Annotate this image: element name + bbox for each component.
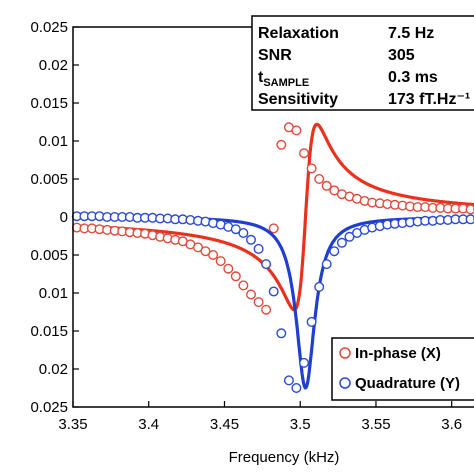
- info-box: Relaxation 7.5 Hz SNR 305 tSAMPLE 0.3 ms…: [251, 15, 474, 111]
- info-label-t: t: [258, 69, 264, 86]
- x-tick-label: 3.45: [210, 416, 239, 433]
- legend-label-quadrature: Quadrature (Y): [355, 375, 460, 392]
- data-point-quadrature: [283, 375, 294, 386]
- x-tick-label: 3.5: [290, 416, 311, 433]
- data-point-in-phase: [245, 289, 256, 300]
- data-point-in-phase: [208, 249, 219, 260]
- data-point-in-phase: [465, 204, 474, 215]
- legend: In-phase (X) Quadrature (Y): [331, 337, 474, 401]
- info-value-sensitivity: 173 fT.Hz⁻¹: [388, 91, 470, 108]
- data-point-in-phase: [276, 139, 287, 150]
- info-label-snr: SNR: [258, 47, 292, 64]
- x-tick-label: 3.4: [138, 416, 159, 433]
- y-tick-label: 0.025: [30, 399, 68, 416]
- data-point-in-phase: [230, 271, 241, 282]
- data-point-quadrature: [245, 234, 256, 245]
- legend-label-in-phase: In-phase (X): [355, 345, 441, 362]
- legend-marker-in-phase: [339, 347, 351, 359]
- y-tick-label: 0.01: [39, 133, 68, 150]
- data-point-in-phase: [261, 304, 272, 315]
- y-tick-label: 0.025: [30, 19, 68, 36]
- x-tick-label: 3.55: [361, 416, 390, 433]
- y-tick-label: 0.005: [30, 247, 68, 264]
- x-tick-label: 3.35: [58, 416, 87, 433]
- series-layer: [71, 122, 474, 394]
- legend-marker-quadrature: [339, 377, 351, 389]
- data-point-in-phase: [238, 280, 249, 291]
- data-point-in-phase: [223, 263, 234, 274]
- info-label-relaxation: Relaxation: [258, 25, 339, 42]
- y-tick-label: 0.02: [39, 57, 68, 74]
- data-point-in-phase: [329, 185, 340, 196]
- axis-ticks: 3.35 3.4 3.45 3.5 3.55 3.6 0.025 0.02 0.015 0.01 0…: [30, 19, 462, 433]
- data-point-in-phase: [306, 163, 317, 174]
- info-box-frame: [251, 15, 474, 111]
- y-tick-label: 0.01: [39, 285, 68, 302]
- data-point-quadrature: [276, 328, 287, 339]
- data-point-in-phase: [268, 223, 279, 234]
- data-point-quadrature: [321, 259, 332, 270]
- data-point-quadrature: [465, 214, 474, 225]
- info-value-tsample: 0.3 ms: [388, 69, 438, 86]
- data-point-quadrature: [230, 224, 241, 235]
- info-label-sample-subscript: SAMPLE: [263, 77, 309, 89]
- data-point-in-phase: [215, 256, 226, 267]
- y-tick-label: 0: [60, 209, 68, 226]
- data-point-in-phase: [253, 297, 264, 308]
- data-point-quadrature: [306, 316, 317, 327]
- info-value-snr: 305: [388, 47, 415, 64]
- data-point-quadrature: [336, 237, 347, 248]
- data-point-quadrature: [238, 227, 249, 238]
- x-axis-title: Frequency (kHz): [229, 449, 340, 466]
- y-tick-label: 0.015: [30, 323, 68, 340]
- data-point-in-phase: [291, 125, 302, 136]
- data-point-quadrature: [314, 281, 325, 292]
- y-tick-label: 0.005: [30, 171, 68, 188]
- info-value-relaxation: 7.5 Hz: [388, 25, 434, 42]
- data-point-quadrature: [268, 286, 279, 297]
- legend-frame: [331, 337, 474, 401]
- data-point-in-phase: [321, 180, 332, 191]
- data-point-quadrature: [329, 246, 340, 257]
- data-point-in-phase: [314, 173, 325, 184]
- data-point-quadrature: [299, 357, 310, 368]
- data-point-in-phase: [200, 246, 211, 257]
- y-tick-label: 0.015: [30, 95, 68, 112]
- x-tick-label: 3.6: [441, 416, 462, 433]
- data-point-quadrature: [261, 259, 272, 270]
- info-label-tsample: tSAMPLE: [258, 69, 309, 89]
- y-tick-label: 0.02: [39, 361, 68, 378]
- info-label-sensitivity: Sensitivity: [258, 91, 338, 108]
- data-point-quadrature: [253, 243, 264, 254]
- data-point-in-phase: [299, 148, 310, 159]
- data-point-quadrature: [291, 383, 302, 394]
